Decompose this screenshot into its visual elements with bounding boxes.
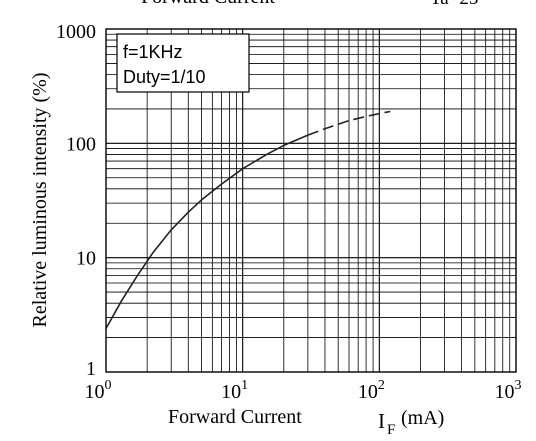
x-tick-labels: 100 101 102 103 xyxy=(85,378,522,403)
legend-line-frequency: f=1KHz xyxy=(123,42,183,62)
legend-box xyxy=(116,33,250,93)
curve-dashed-segment xyxy=(307,110,391,136)
y-tick-label: 1 xyxy=(86,358,96,380)
y-tick-label: 1000 xyxy=(56,21,96,43)
y-tick-label: 10 xyxy=(76,248,96,270)
x-axis-label: Forward Current I F (mA) xyxy=(168,406,444,438)
x-tick-label: 102 xyxy=(358,378,385,403)
y-tick-label: 100 xyxy=(66,133,96,155)
x-axis-label-symbol: I xyxy=(378,409,385,433)
x-tick-label: 101 xyxy=(221,378,248,403)
y-axis-label: Relative luminous intensity (%) xyxy=(29,73,51,328)
chart-title: Forward Current xyxy=(141,0,275,8)
legend-line-duty: Duty=1/10 xyxy=(123,67,206,87)
x-tick-label: 100 xyxy=(85,378,112,403)
plot-frame xyxy=(105,28,517,373)
condition-label: Ta=25 xyxy=(430,0,478,9)
x-axis-label-text: Forward Current xyxy=(168,406,302,428)
curves xyxy=(105,110,391,329)
legend: f=1KHz Duty=1/10 xyxy=(116,33,250,93)
x-axis-label-subscript: F xyxy=(387,422,395,438)
x-axis-label-unit: (mA) xyxy=(401,407,444,429)
curve-solid-segment xyxy=(105,134,309,329)
y-tick-labels: 1 10 100 1000 xyxy=(56,21,96,380)
x-tick-label: 103 xyxy=(495,378,522,403)
